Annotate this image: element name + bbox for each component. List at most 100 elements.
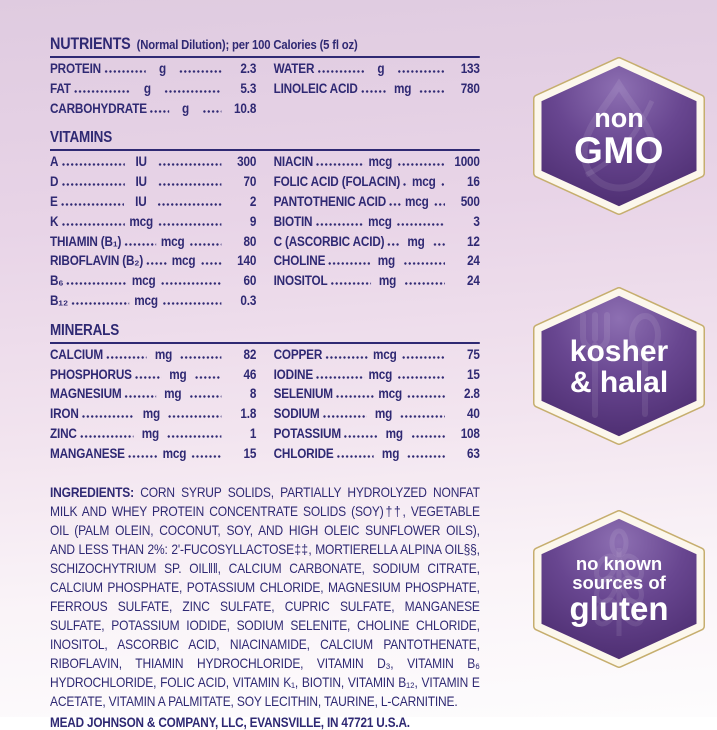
dotted-leader (400, 415, 445, 419)
nutrient-value: 60 (243, 273, 257, 289)
fork-spoon-icon (580, 312, 661, 418)
nutrient-value: 2.3 (240, 61, 257, 76)
nutrient-row: PANTOTHENIC ACID mcg 500 (274, 194, 480, 214)
nutrient-row: IODINE mcg 15 (274, 367, 480, 387)
nutrient-value: 500 (460, 193, 480, 209)
nutrient-value: 15 (243, 445, 257, 461)
dotted-leader (73, 89, 131, 93)
dotted-leader (127, 454, 158, 458)
nutrient-label: E (50, 193, 58, 209)
nutrient-label: PHOSPHORUS (50, 366, 132, 382)
nutrient-label: B₁₂ (50, 292, 69, 308)
nutrient-unit: mcg (171, 253, 196, 269)
dotted-leader (440, 183, 445, 187)
dotted-leader (166, 434, 222, 438)
nutrient-value: 1.8 (240, 406, 257, 422)
nutrient-row: PHOSPHORUS mg 46 (50, 367, 256, 387)
hexagon-shape (533, 510, 705, 668)
dotted-leader (327, 262, 370, 266)
nutrient-row: E IU 2 (50, 194, 256, 214)
nutrient-unit: IU (135, 174, 147, 190)
vitamins-column-right: NIACIN mcg 1000 FOLIC ACID (FOLACIN) mcg 16 PA… (274, 154, 480, 312)
badge-non-gmo-text: non GMO (574, 102, 664, 171)
nutrient-row: COPPER mcg 75 (274, 347, 480, 367)
nutrient-label: POTASSIUM (273, 425, 342, 441)
badge-non-gmo: non GMO (531, 57, 707, 215)
nutrient-row: NIACIN mcg 1000 (274, 154, 480, 174)
nutrient-row: C (ASCORBIC ACID) mg 12 (274, 234, 480, 254)
nutrient-unit: IU (135, 154, 147, 170)
nutrient-value: 63 (467, 445, 480, 461)
dotted-leader (397, 70, 445, 73)
badge-gluten-free-text: no known sources of gluten (569, 552, 669, 628)
nutrient-label: A (50, 154, 59, 170)
nutrient-unit: mg (407, 233, 425, 249)
dotted-leader (396, 222, 445, 226)
dotted-leader (60, 163, 125, 167)
dotted-leader (200, 262, 222, 266)
nutrient-label: WATER (273, 61, 315, 76)
nutrient-unit: mg (381, 445, 400, 461)
vitamins-title: VITAMINS (50, 129, 480, 152)
nutrient-value: 12 (467, 233, 480, 249)
nutrient-label: ZINC (50, 425, 77, 441)
nutrient-label: CARBOHYDRATE (50, 100, 147, 116)
nutrient-row: FAT g 5.3 (50, 81, 256, 101)
nutrient-unit: mcg (134, 292, 158, 308)
nutrient-row: BIOTIN mcg 3 (274, 214, 480, 234)
dotted-leader (433, 202, 445, 206)
droplet-icon (580, 78, 658, 192)
nutrient-value: 24 (467, 253, 480, 269)
dotted-leader (157, 202, 222, 206)
nutrient-row: POTASSIUM mg 108 (274, 426, 480, 446)
nutrient-unit: mcg (129, 213, 153, 229)
ingredients-label: INGREDIENTS: (50, 484, 134, 500)
nutrient-unit: mg (142, 406, 160, 422)
ingredients-text: CORN SYRUP SOLIDS, PARTIALLY HYDROLYZED … (50, 484, 480, 709)
nutrient-label: PANTOTHENIC ACID (273, 193, 387, 209)
dotted-leader (60, 202, 125, 206)
nutrient-label: PROTEIN (50, 61, 101, 76)
minerals-column-right: COPPER mcg 75 IODINE mcg 15 SELENIUM mcg 2.8 SODI… (274, 347, 480, 466)
nutrition-facts-column: NUTRIENTS (Normal Dilution); per 100 Cal… (50, 35, 480, 730)
nutrient-row: A IU 300 (50, 154, 256, 174)
dotted-leader (404, 282, 445, 286)
dotted-leader (60, 183, 125, 187)
hexagon-shape (533, 57, 705, 215)
dotted-leader (157, 183, 222, 187)
dotted-leader (66, 282, 128, 286)
wheat-icon (594, 528, 644, 636)
nutrient-unit: mg (385, 425, 403, 441)
nutrient-value: 9 (249, 213, 257, 229)
dotted-leader (134, 375, 162, 379)
dotted-leader (402, 183, 408, 187)
dotted-leader (179, 355, 222, 359)
nutrient-row: CHLORIDE mg 63 (274, 446, 480, 466)
dotted-leader (149, 109, 169, 113)
dotted-leader (388, 202, 401, 206)
nutrient-unit: mcg (412, 174, 436, 190)
nutrient-value: 3 (473, 213, 480, 229)
nutrient-value: 75 (467, 346, 480, 362)
dotted-leader (163, 89, 222, 93)
minerals-title: MINERALS (50, 322, 480, 344)
nutrient-label: MAGNESIUM (50, 386, 122, 402)
certification-badges: non GMO (531, 0, 707, 717)
dotted-leader (401, 355, 445, 359)
nutrient-label: FOLIC ACID (FOLACIN) (273, 174, 401, 190)
dotted-leader (322, 415, 368, 419)
dotted-leader (335, 395, 374, 399)
dotted-leader (189, 242, 222, 246)
dotted-leader (314, 222, 364, 226)
nutrient-value: 133 (460, 61, 480, 76)
nutrient-row: CALCIUM mg 82 (50, 347, 256, 367)
dotted-leader (343, 434, 378, 438)
nutrient-value: 15 (467, 366, 480, 382)
nutrient-unit: mg (393, 80, 412, 96)
badge-kosher-halal-text: kosher & halal (569, 334, 669, 399)
badge-kosher-halal: kosher & halal (531, 287, 707, 445)
nutrient-row: FOLIC ACID (FOLACIN) mcg 16 (274, 174, 480, 194)
badge-gluten-free: no known sources of gluten (531, 510, 707, 668)
dotted-leader (145, 262, 168, 266)
minerals-column-left: CALCIUM mg 82 PHOSPHORUS mg 46 MAGNESIUM mg 8 IRO… (50, 347, 256, 466)
